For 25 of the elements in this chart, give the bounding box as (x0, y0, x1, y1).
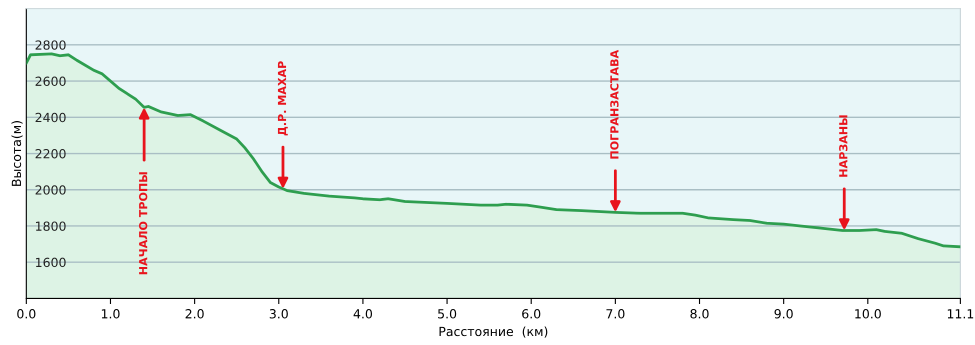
y-tick-label: 2000 (36, 185, 66, 195)
y-tick-label: 2200 (36, 148, 66, 158)
x-tick-label: 5.0 (438, 309, 456, 319)
x-tick-label: 9.0 (774, 309, 793, 319)
y-axis-title: Высота(м) (11, 121, 23, 186)
x-tick-label: 7.0 (606, 309, 624, 319)
x-tick-label: 11.1 (948, 309, 974, 318)
annotation: ПОГРАНЗАСТАВА (610, 50, 619, 159)
annotation: НАРЗАНЫ (839, 115, 848, 177)
y-tick-label: 2800 (36, 40, 66, 50)
x-tick-label: 1.0 (102, 309, 120, 319)
y-tick-label: 2600 (36, 76, 66, 86)
x-tick-label: 6.0 (522, 309, 540, 319)
x-axis-title: Расстояние (км) (440, 326, 548, 338)
x-tick-label: 10.0 (855, 309, 881, 319)
y-tick-label: 1600 (36, 258, 66, 268)
x-tick-label: 4.0 (354, 309, 372, 319)
x-tick-label: 0.0 (17, 309, 36, 319)
x-tick-label: 3.0 (270, 309, 288, 319)
y-tick-label: 2400 (36, 112, 66, 122)
x-tick-label: 8.0 (690, 309, 709, 319)
x-tick-label: 2.0 (186, 309, 204, 319)
annotation: НАЧАЛО ТРОПЫ (138, 172, 148, 274)
y-tick-label: 1800 (36, 221, 66, 231)
annotation: Д.Р. МАХАР (278, 61, 288, 136)
